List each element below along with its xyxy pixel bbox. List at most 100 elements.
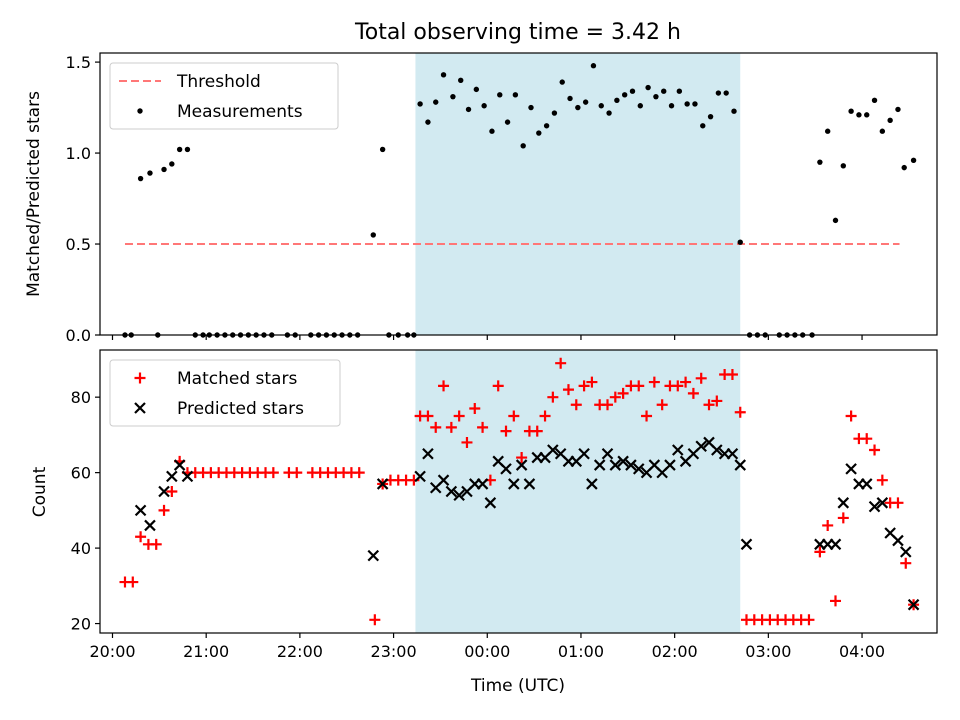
matched-stars-point <box>291 467 303 479</box>
predicted-stars-point <box>695 440 707 452</box>
predicted-stars-point <box>892 534 904 547</box>
measurement-point <box>887 117 893 124</box>
predicted-stars-point <box>158 485 170 498</box>
measurement-point <box>169 161 175 167</box>
legend-measurements-swatch <box>137 108 143 114</box>
matched-stars-point <box>861 433 873 445</box>
predicted-stars-point <box>845 463 857 475</box>
measurement-point <box>465 106 472 113</box>
measurement-point <box>901 164 907 171</box>
matched-stars-point <box>837 512 849 524</box>
ratio-y-tick-label: 0.0 <box>66 326 91 345</box>
predicted-stars-point <box>414 470 426 483</box>
matched-stars-point <box>602 399 614 411</box>
count-y-tick-label: 40 <box>71 539 91 558</box>
measurement-point <box>676 88 683 94</box>
ratio-y-axis-label: Matched/Predicted stars <box>24 91 44 297</box>
measurement-point <box>737 239 743 245</box>
predicted-stars-point <box>500 463 512 475</box>
measurement-point <box>370 232 376 238</box>
measurement-point <box>379 146 386 153</box>
legend-predicted-swatch <box>134 402 146 414</box>
predicted-stars-point <box>134 504 147 517</box>
matched-stars-point <box>430 421 442 433</box>
matched-stars-point <box>516 452 528 464</box>
measurement-point <box>497 92 503 98</box>
matched-stars-point <box>477 421 489 433</box>
matched-stars-point <box>695 372 707 384</box>
matched-stars-point <box>687 387 699 399</box>
matched-stars-point <box>711 395 723 407</box>
predicted-stars-point <box>632 463 645 475</box>
measurement-point <box>559 79 565 85</box>
count-observing-window <box>415 350 741 633</box>
measurement-point <box>864 112 870 118</box>
measurement-point <box>684 101 690 107</box>
matched-stars-point <box>845 410 857 422</box>
matched-stars-point <box>469 402 481 414</box>
ratio-legend: Threshold Measurements <box>109 62 339 130</box>
predicted-stars-point <box>609 459 622 471</box>
matched-stars-point <box>369 614 381 626</box>
predicted-stars-point <box>593 459 606 471</box>
matched-stars-point <box>353 467 365 479</box>
measurement-point <box>433 99 439 105</box>
count-panel: Count Time (UTC) 20 40 60 80 20:00 21:00 22:00… <box>30 349 938 696</box>
measurement-point <box>512 92 519 98</box>
matched-stars-point <box>578 380 590 392</box>
measurement-point <box>637 103 644 109</box>
matched-stars-point <box>822 519 834 531</box>
measurement-point <box>425 119 431 125</box>
measurement-point <box>450 93 456 100</box>
measurement-point <box>661 88 667 94</box>
matched-stars-point <box>508 410 520 422</box>
matched-stars-point <box>422 410 434 422</box>
matched-stars-point <box>127 576 139 588</box>
predicted-stars-point <box>181 470 194 483</box>
time-x-tick-label: 23:00 <box>371 642 417 661</box>
predicted-stars-point <box>617 455 629 468</box>
ratio-plot-frame <box>99 52 938 336</box>
matched-stars-point <box>267 467 279 479</box>
measurement-point <box>458 77 464 83</box>
legend-label: Matched stars <box>177 369 297 389</box>
predicted-stars-point <box>899 546 912 558</box>
ratio-y-tick-label: 1.0 <box>66 144 91 163</box>
predicted-stars-point <box>860 478 873 490</box>
measurement-point <box>417 101 423 107</box>
matched-stars-point <box>150 538 162 550</box>
time-x-tick-label: 03:00 <box>745 642 791 661</box>
measurement-point <box>653 93 659 100</box>
matched-stars-point <box>703 399 715 411</box>
measurement-point <box>590 63 597 69</box>
ratio-y-tick-label: 1.5 <box>66 53 91 72</box>
measurement-point <box>489 128 495 134</box>
predicted-stars-point <box>508 478 520 490</box>
measurement-point <box>707 113 714 120</box>
matched-stars-point <box>158 504 170 516</box>
count-legend-box <box>109 359 341 427</box>
count-y-tick-label: 60 <box>71 464 91 483</box>
matched-stars-point <box>586 376 598 388</box>
predicted-stars-point <box>547 444 559 456</box>
measurement-point <box>731 108 737 114</box>
measurement-point <box>871 97 878 104</box>
measurement-point <box>528 104 534 111</box>
matched-stars-point <box>500 425 512 437</box>
predicted-stars-point <box>734 459 747 471</box>
time-x-tick-label: 22:00 <box>277 642 323 661</box>
matched-stars-point <box>633 380 645 392</box>
measurement-point <box>700 123 706 129</box>
predicted-stars-point <box>376 478 389 490</box>
measurement-point <box>817 159 823 165</box>
matched-stars-point <box>492 380 504 392</box>
predicted-stars-point <box>837 497 850 509</box>
measurement-point <box>575 104 581 111</box>
predicted-stars-point <box>166 470 178 483</box>
matched-stars-point <box>829 595 841 607</box>
matched-stars-point <box>609 391 621 403</box>
predicted-stars-point <box>523 478 536 490</box>
predicted-stars-point <box>672 444 684 456</box>
predicted-stars-point <box>422 447 434 460</box>
